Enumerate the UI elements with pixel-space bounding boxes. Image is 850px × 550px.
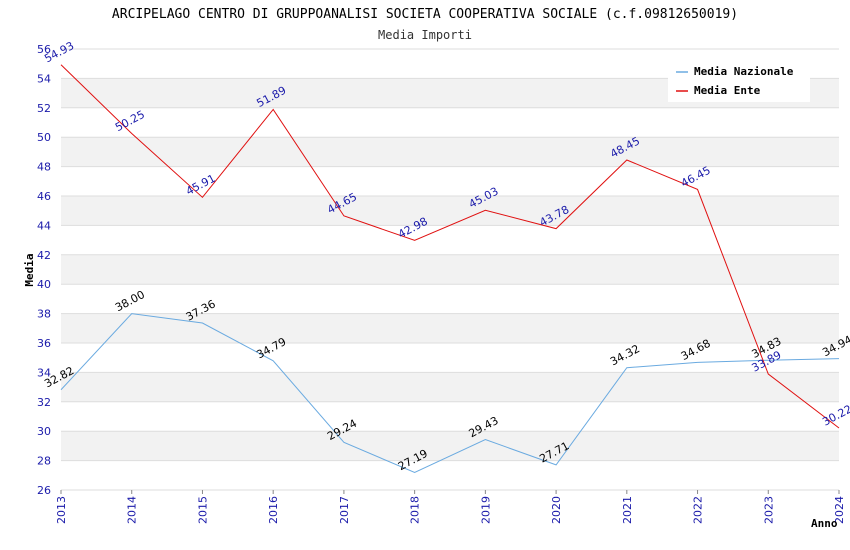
- chart-subtitle: Media Importi: [378, 28, 472, 42]
- y-tick-label: 32: [37, 396, 51, 409]
- x-axis-ticks: 2013 2014 2015 2016 2017 2018 2019 2020 2021 2022…: [55, 490, 846, 524]
- plot-band: [61, 372, 839, 402]
- y-tick-label: 38: [37, 308, 51, 321]
- y-tick-label: 48: [37, 161, 51, 174]
- x-tick-label: 2021: [621, 496, 634, 524]
- legend: Media Nazionale Media Ente: [668, 60, 810, 102]
- y-tick-label: 26: [37, 484, 51, 497]
- plot-band: [61, 254, 839, 285]
- legend-label-media-ente: Media Ente: [694, 84, 761, 97]
- y-axis-ticks: 26 28 30 32 34 36 38 40 42 44 46 48 50 52 54 56: [37, 43, 51, 497]
- y-tick-label: 30: [37, 425, 51, 438]
- series-line-media-nazionale: [60, 313, 840, 474]
- plot-band: [61, 313, 839, 343]
- series-line-media-ente: [60, 64, 840, 429]
- y-tick-label: 40: [37, 278, 51, 291]
- y-tick-label: 52: [37, 102, 51, 115]
- y-axis-label: Media: [23, 253, 36, 286]
- plot-band: [61, 137, 839, 167]
- plot-bands: [61, 78, 839, 461]
- y-tick-label: 56: [37, 43, 51, 56]
- x-tick-label: 2013: [55, 496, 68, 524]
- legend-label-media-nazionale: Media Nazionale: [694, 65, 794, 78]
- x-tick-label: 2017: [338, 496, 351, 524]
- y-tick-label: 34: [37, 366, 51, 379]
- x-tick-label: 2019: [479, 496, 492, 524]
- x-tick-label: 2024: [833, 496, 846, 524]
- y-tick-label: 50: [37, 131, 51, 144]
- legend-box: [668, 60, 810, 102]
- x-tick-label: 2022: [692, 496, 705, 524]
- x-tick-label: 2015: [196, 496, 209, 524]
- y-tick-label: 44: [37, 219, 51, 232]
- chart-title: ARCIPELAGO CENTRO DI GRUPPOANALISI SOCIE…: [112, 7, 738, 22]
- y-tick-label: 36: [37, 337, 51, 350]
- plot-band: [61, 196, 839, 226]
- x-tick-label: 2020: [550, 496, 563, 524]
- x-tick-label: 2018: [409, 496, 422, 524]
- x-axis-label: Anno: [811, 517, 838, 530]
- x-tick-label: 2014: [126, 496, 139, 524]
- y-tick-label: 42: [37, 249, 51, 262]
- y-tick-label: 28: [37, 455, 51, 468]
- y-tick-label: 46: [37, 190, 51, 203]
- y-tick-label: 54: [37, 72, 51, 85]
- x-tick-label: 2016: [267, 496, 280, 524]
- x-tick-label: 2023: [762, 496, 775, 524]
